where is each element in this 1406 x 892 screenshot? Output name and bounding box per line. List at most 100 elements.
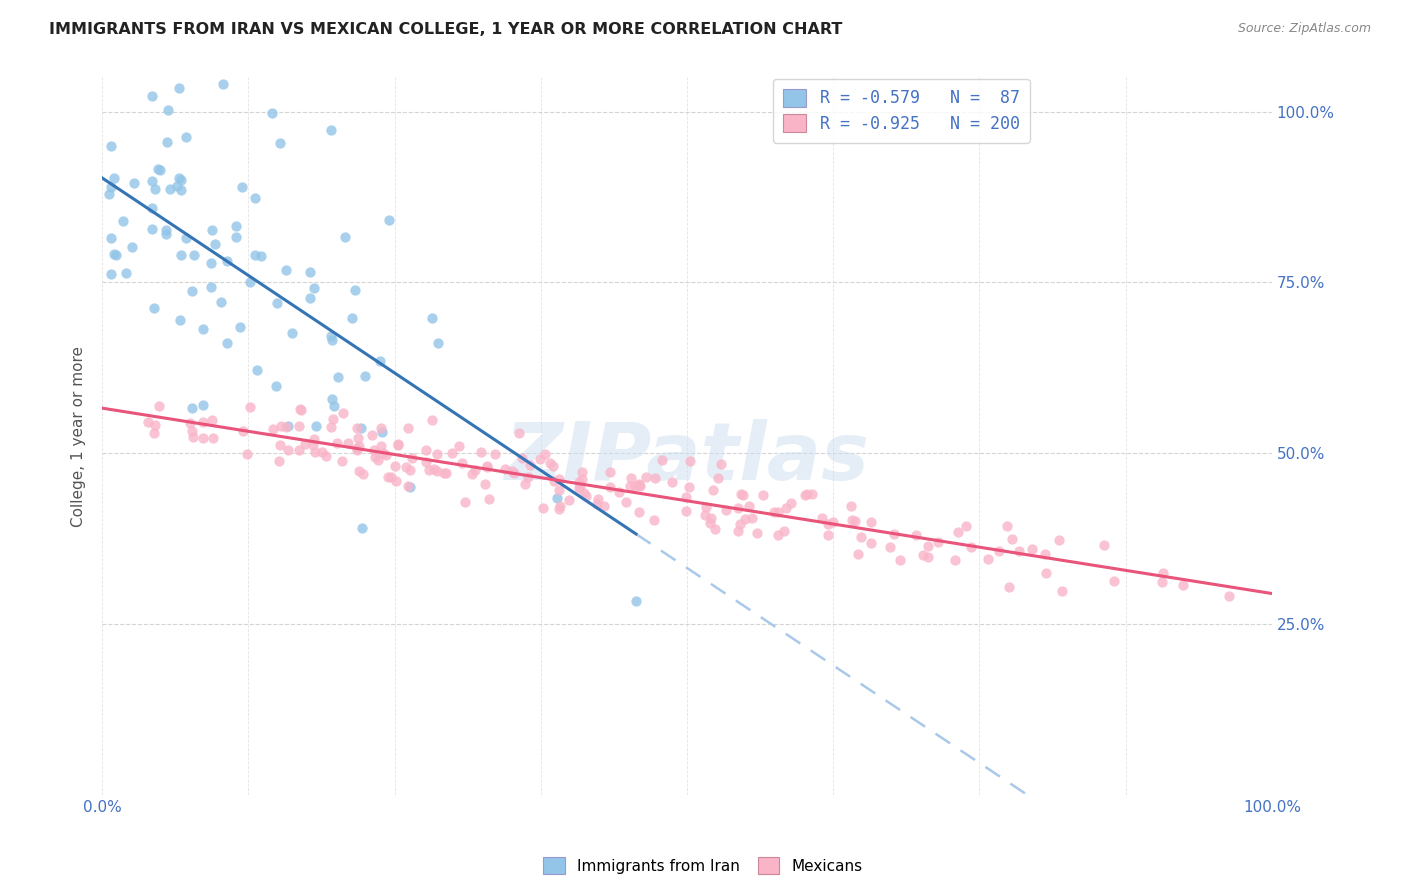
Point [346, 421, 368, 435]
Point [155, 227, 177, 241]
Point [142, 301, 165, 316]
Point [191, 398, 214, 412]
Point [427, 336, 450, 351]
Point [368, 353, 391, 368]
Point [302, 433, 325, 447]
Point [946, 524, 969, 539]
Point [541, 459, 564, 474]
Point [548, 499, 571, 513]
Point [378, 213, 401, 227]
Point [264, 379, 287, 393]
Point [440, 446, 463, 460]
Point [960, 540, 983, 554]
Point [943, 553, 966, 567]
Point [779, 496, 801, 510]
Point [661, 475, 683, 490]
Point [571, 465, 593, 479]
Point [548, 483, 571, 498]
Point [262, 422, 284, 436]
Point [114, 266, 136, 280]
Point [727, 501, 749, 516]
Point [675, 491, 697, 505]
Point [384, 474, 406, 488]
Point [159, 182, 181, 196]
Point [346, 442, 368, 457]
Point [747, 526, 769, 541]
Point [347, 464, 370, 478]
Point [547, 472, 569, 486]
Point [288, 418, 311, 433]
Point [201, 431, 224, 445]
Point [702, 483, 724, 497]
Point [155, 222, 177, 236]
Point [644, 471, 666, 485]
Point [149, 163, 172, 178]
Point [298, 264, 321, 278]
Point [347, 439, 370, 453]
Point [995, 518, 1018, 533]
Point [170, 183, 193, 197]
Point [290, 403, 312, 417]
Point [170, 248, 193, 262]
Point [370, 421, 392, 435]
Point [239, 401, 262, 415]
Point [141, 222, 163, 236]
Point [977, 551, 1000, 566]
Text: Source: ZipAtlas.com: Source: ZipAtlas.com [1237, 22, 1371, 36]
Point [367, 453, 389, 467]
Legend: R = -0.579   N =  87, R = -0.925   N = 200: R = -0.579 N = 87, R = -0.925 N = 200 [773, 78, 1029, 143]
Point [1033, 547, 1056, 561]
Point [494, 462, 516, 476]
Point [288, 443, 311, 458]
Point [1001, 533, 1024, 547]
Point [215, 253, 238, 268]
Point [169, 170, 191, 185]
Point [200, 280, 222, 294]
Point [342, 311, 364, 326]
Point [477, 491, 499, 506]
Point [475, 458, 498, 473]
Point [426, 447, 449, 461]
Point [955, 518, 977, 533]
Point [569, 480, 592, 494]
Point [305, 418, 328, 433]
Point [651, 453, 673, 467]
Point [179, 416, 201, 430]
Point [917, 549, 939, 564]
Point [215, 335, 238, 350]
Point [628, 479, 651, 493]
Point [323, 399, 346, 413]
Point [710, 458, 733, 472]
Point [211, 77, 233, 91]
Point [727, 524, 749, 538]
Point [148, 399, 170, 413]
Point [987, 544, 1010, 558]
Point [415, 454, 437, 468]
Point [225, 230, 247, 244]
Point [200, 255, 222, 269]
Point [321, 419, 343, 434]
Point [156, 135, 179, 149]
Point [586, 497, 609, 511]
Point [181, 284, 204, 298]
Point [396, 479, 419, 493]
Point [281, 326, 304, 340]
Point [311, 445, 333, 459]
Point [270, 419, 292, 434]
Point [103, 246, 125, 260]
Point [741, 510, 763, 524]
Point [418, 463, 440, 477]
Point [1047, 533, 1070, 547]
Point [325, 435, 347, 450]
Point [181, 424, 204, 438]
Point [620, 470, 643, 484]
Point [546, 491, 568, 506]
Point [599, 465, 621, 479]
Point [470, 444, 492, 458]
Point [167, 80, 190, 95]
Point [122, 176, 145, 190]
Point [174, 230, 197, 244]
Point [451, 456, 474, 470]
Point [143, 425, 166, 440]
Point [231, 180, 253, 194]
